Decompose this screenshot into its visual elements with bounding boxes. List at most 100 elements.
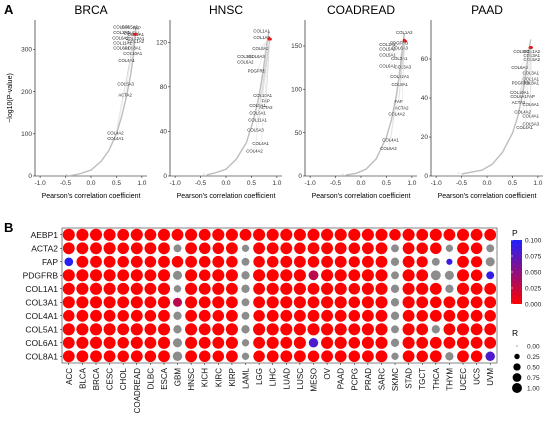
dot xyxy=(348,283,361,295)
dot xyxy=(416,256,428,268)
y-tick-label: 60 xyxy=(421,56,429,63)
cancer-column-label: LGG xyxy=(255,368,264,385)
gene-leader-line xyxy=(399,40,405,60)
dot xyxy=(253,296,266,309)
gene-label: COL11A1 xyxy=(248,117,267,122)
x-tick-label: -1.0 xyxy=(34,180,46,187)
dot xyxy=(486,271,495,280)
dot xyxy=(431,325,440,334)
y-tick-label: 150 xyxy=(291,43,302,50)
dot xyxy=(361,242,374,255)
dot xyxy=(76,228,89,241)
dot xyxy=(76,323,89,336)
gene-leader-line xyxy=(245,39,270,64)
x-tick-label: -0.5 xyxy=(330,180,342,187)
dot xyxy=(293,336,306,349)
x-tick-label: 1.0 xyxy=(137,180,146,187)
gene-row-label: FAP xyxy=(42,257,58,267)
dot xyxy=(293,323,306,336)
dot xyxy=(308,338,319,348)
dot xyxy=(212,255,225,268)
dot xyxy=(389,229,401,241)
dot xyxy=(391,352,399,360)
dot xyxy=(62,228,75,241)
dot xyxy=(307,242,320,255)
gene-leader-line xyxy=(126,34,135,63)
dot xyxy=(253,228,266,241)
dot xyxy=(334,242,347,255)
dot xyxy=(402,242,415,255)
dot xyxy=(348,337,361,349)
cancer-column-label: CESC xyxy=(106,368,115,390)
gene-label: COL5A1 xyxy=(513,49,530,54)
legend-r-dot xyxy=(513,363,521,371)
dot xyxy=(470,296,483,309)
gene-label: COL6A1 xyxy=(510,94,527,99)
dot xyxy=(117,310,129,322)
dot xyxy=(62,350,75,363)
dot xyxy=(130,255,143,268)
gene-leader-line xyxy=(255,39,270,132)
dot xyxy=(361,309,374,322)
dot xyxy=(144,296,157,309)
gene-label: COL3A1 xyxy=(237,54,254,59)
dot xyxy=(89,282,103,295)
dot xyxy=(225,309,238,322)
gene-label: COL5A3 xyxy=(523,121,540,126)
dot xyxy=(130,228,143,241)
dot xyxy=(62,282,75,295)
gene-leader-line xyxy=(134,34,136,44)
dot xyxy=(280,350,293,363)
background-points-curve xyxy=(345,32,405,176)
gene-leader-line xyxy=(524,47,531,130)
dot xyxy=(266,350,279,363)
dot xyxy=(334,269,347,282)
cancer-column-label: LUAD xyxy=(282,368,291,390)
x-tick-label: 0.5 xyxy=(508,180,517,187)
background-point xyxy=(457,172,460,174)
dot xyxy=(90,309,102,322)
gene-label: COL1A2 xyxy=(524,49,541,54)
dot xyxy=(416,228,429,241)
cancer-column-label: PCPG xyxy=(350,368,359,391)
background-points-curve xyxy=(461,39,532,175)
dot xyxy=(130,242,143,255)
gene-label: COL4A1 xyxy=(118,58,135,63)
gene-label: COL12A1 xyxy=(390,74,409,79)
dot xyxy=(348,323,361,336)
dot xyxy=(321,309,334,322)
y-tick-label: 0 xyxy=(424,173,428,180)
gene-label: COL4A1 xyxy=(516,125,533,130)
dot xyxy=(457,242,469,255)
x-tick-label: -1.0 xyxy=(304,180,316,187)
dot xyxy=(144,336,157,349)
dot xyxy=(103,296,116,309)
gene-label: COL1A1 xyxy=(379,42,396,47)
dot xyxy=(171,228,184,241)
gene-leader-line xyxy=(120,34,135,40)
gene-leader-line xyxy=(401,40,405,110)
legend-r-label: 0.75 xyxy=(527,375,540,382)
cancer-column-label: HNSC xyxy=(187,368,196,391)
dot xyxy=(212,310,225,322)
gene-label: ACTA2 xyxy=(118,93,132,98)
dot xyxy=(90,350,102,363)
dot xyxy=(185,269,198,282)
dot xyxy=(470,256,483,268)
dot xyxy=(76,309,89,322)
gene-point xyxy=(402,39,406,43)
gene-row-label: COL6A1 xyxy=(25,338,58,348)
dot xyxy=(171,256,184,268)
dot xyxy=(253,350,265,363)
dot xyxy=(241,311,250,320)
cancer-column-label: OV xyxy=(323,367,332,379)
cancer-column-label: PRAD xyxy=(364,368,373,390)
dot xyxy=(117,337,129,349)
x-tick-label: -0.5 xyxy=(60,180,72,187)
gene-leader-line xyxy=(396,40,405,116)
gene-label: COL6A1 xyxy=(379,64,396,69)
dot xyxy=(293,255,306,268)
legend-p-tick-label: 0.000 xyxy=(525,301,542,308)
dot xyxy=(361,228,374,241)
